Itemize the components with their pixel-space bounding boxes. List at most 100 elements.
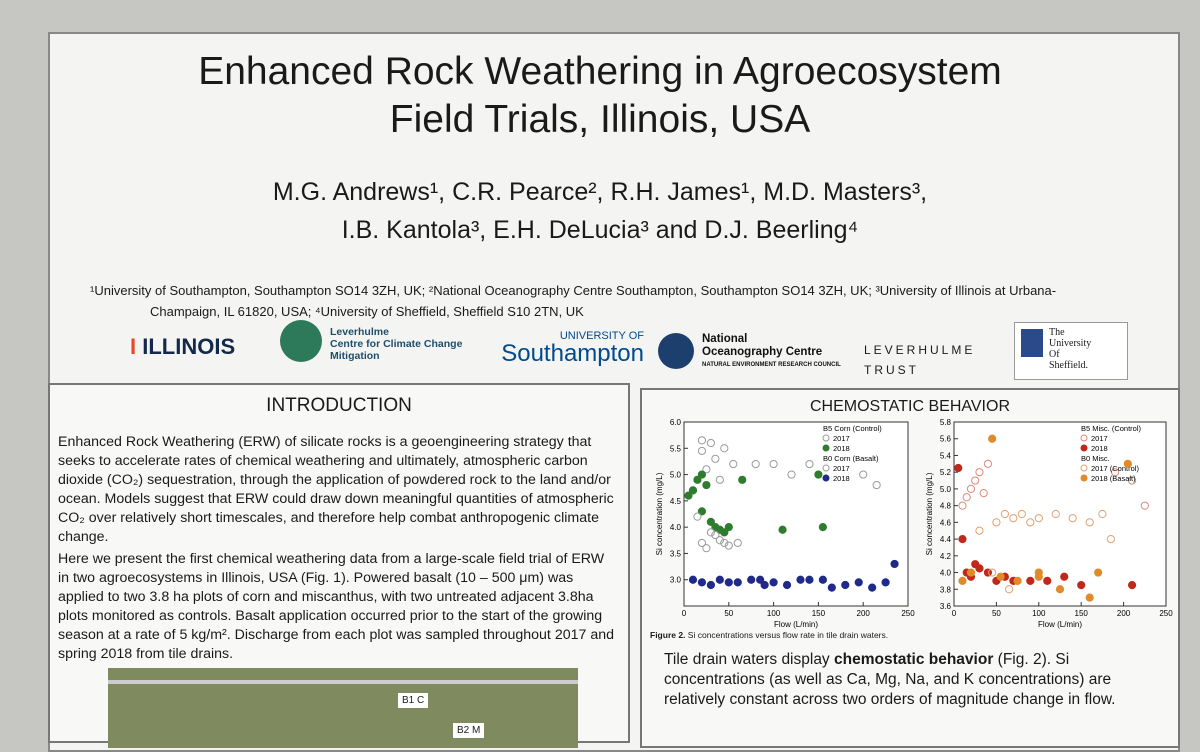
y-tick-label: 5.2 — [940, 468, 952, 477]
data-point — [1005, 585, 1014, 594]
logo-noc-emblem — [658, 333, 694, 369]
logo-text: The — [1049, 327, 1065, 338]
data-point — [966, 568, 976, 577]
data-point — [706, 528, 715, 537]
legend-label: 2017 — [833, 434, 850, 443]
data-point — [706, 517, 715, 526]
data-point — [1009, 514, 1018, 523]
data-point — [971, 476, 980, 485]
logo-crest — [1021, 329, 1043, 357]
road — [108, 680, 578, 684]
data-point — [1043, 576, 1052, 586]
data-point — [1013, 576, 1022, 586]
data-point — [1055, 585, 1065, 594]
legend-label: 2018 — [833, 444, 850, 453]
y-tick-label: 3.0 — [670, 576, 682, 585]
logo-globe — [280, 320, 322, 362]
title-line: Enhanced Rock Weathering in Agroecosyste… — [198, 50, 1002, 93]
y-axis-label: Si concentration (mg/L) — [925, 472, 934, 555]
data-point — [962, 493, 971, 502]
data-point — [756, 575, 765, 584]
field-map: B1 C B2 M — [108, 668, 578, 748]
data-point — [1026, 576, 1035, 586]
legend-marker — [822, 434, 830, 442]
title-line: Field Trials, Illinois, USA — [389, 98, 811, 141]
logo-text: Leverhulme — [330, 326, 389, 338]
data-point — [720, 444, 729, 453]
legend-label: 2017 (Control) — [1091, 464, 1139, 473]
x-tick-label: 200 — [1117, 609, 1131, 618]
x-tick-label: 250 — [901, 609, 915, 618]
paragraph: Tile drain waters display chemostatic be… — [664, 650, 1164, 710]
introduction-panel: INTRODUCTION Enhanced Rock Weathering (E… — [48, 383, 630, 748]
legend-marker — [1080, 444, 1088, 452]
y-tick-label: 3.8 — [940, 585, 952, 594]
caption-label: Figure 2. — [650, 630, 686, 640]
data-point — [1077, 580, 1086, 590]
logo-leverhulme-trust: LEVERHULME TRUST — [864, 340, 975, 380]
data-point — [1111, 468, 1120, 477]
data-point — [859, 470, 868, 479]
data-point — [954, 463, 963, 473]
logo-text: National — [702, 333, 748, 345]
data-point — [958, 576, 967, 586]
data-point — [702, 465, 711, 474]
data-point — [872, 480, 881, 490]
data-point — [697, 470, 707, 479]
y-tick-label: 3.6 — [940, 602, 952, 611]
data-point — [975, 468, 984, 477]
data-point — [693, 475, 702, 484]
data-point — [715, 575, 724, 584]
data-point — [720, 528, 729, 537]
data-point — [1034, 514, 1043, 523]
logo-text: NATURAL ENVIRONMENT RESEARCH COUNCIL — [702, 362, 841, 368]
data-point — [958, 534, 967, 544]
y-tick-label: 4.8 — [940, 502, 952, 511]
page: Poster {"header":{"title_lines":["Enhanc… — [48, 32, 1180, 752]
x-tick-label: 150 — [812, 609, 826, 618]
data-point — [778, 525, 787, 534]
section-heading: INTRODUCTION — [266, 395, 412, 416]
logo-text: Southampton — [501, 340, 644, 367]
data-point — [711, 454, 720, 463]
legend-title: B5 Corn (Control) — [823, 424, 882, 433]
data-point — [720, 538, 729, 548]
legend-label: 2018 — [1091, 444, 1108, 453]
data-point — [983, 459, 993, 468]
map-label: B2 M — [453, 723, 485, 738]
data-point — [1106, 534, 1115, 544]
legend-label: 2017 — [1091, 434, 1108, 443]
y-tick-label: 4.2 — [940, 552, 952, 561]
legend-label: 2017 — [833, 464, 850, 473]
data-point — [706, 580, 715, 590]
data-point — [996, 572, 1005, 581]
data-point — [975, 526, 984, 535]
data-point — [966, 484, 976, 494]
data-point — [724, 578, 733, 587]
logo-text: Of — [1049, 349, 1060, 360]
data-point — [724, 541, 733, 550]
data-point — [1034, 568, 1043, 577]
logo-text-block: The University Of Sheffield. — [1049, 327, 1091, 371]
map-label: B1 C — [398, 693, 429, 708]
affiliation-line: Champaign, IL 61820, USA; ⁴University of… — [150, 304, 584, 319]
data-point — [796, 575, 805, 584]
legend-label: 2018 (Basalt) — [1091, 474, 1136, 483]
data-point — [697, 507, 707, 516]
x-tick-label: 150 — [1075, 609, 1089, 618]
logo-text: Sheffield. — [1049, 360, 1088, 371]
data-point — [988, 434, 997, 443]
paragraph: Here we present the first chemical weath… — [58, 551, 614, 662]
data-point — [688, 575, 698, 584]
data-point — [706, 438, 715, 448]
data-point — [827, 583, 836, 592]
data-point — [1026, 518, 1035, 527]
figure-caption: Figure 2. Si concentrations versus flow … — [650, 630, 888, 640]
data-point — [1094, 568, 1103, 577]
legend-marker — [822, 464, 830, 472]
data-point — [1098, 509, 1107, 519]
data-point — [697, 436, 707, 445]
y-tick-label: 4.5 — [670, 497, 682, 506]
x-tick-label: 50 — [992, 609, 1001, 618]
legend-title: B0 Corn (Basalt) — [823, 454, 879, 463]
